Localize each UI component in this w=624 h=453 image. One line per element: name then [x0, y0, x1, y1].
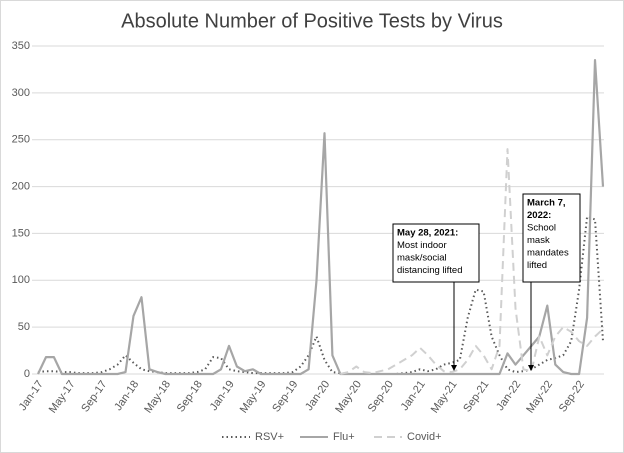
legend-label: Covid+: [407, 431, 442, 443]
y-tick-label: 350: [12, 40, 30, 52]
annotation-text: distancing lifted: [397, 265, 462, 276]
legend-label: Flu+: [333, 431, 355, 443]
annotation-arrowhead: [451, 365, 457, 371]
annotation-heading: 2022:: [527, 210, 551, 221]
annotation-text: School: [527, 223, 556, 234]
chart-title: Absolute Number of Positive Tests by Vir…: [121, 10, 503, 32]
annotation-text: mask/social: [397, 253, 447, 264]
annotation-text: Most indoor: [397, 240, 447, 251]
annotation-text: mask: [527, 235, 550, 246]
y-tick-label: 300: [12, 87, 30, 99]
legend-label: RSV+: [255, 431, 284, 443]
y-tick-label: 200: [12, 180, 30, 192]
series-line: [340, 148, 604, 375]
annotation-heading: March 7,: [527, 198, 566, 209]
y-tick-label: 100: [12, 274, 30, 286]
annotation-text: mandates: [527, 248, 569, 259]
annotation-box: [392, 223, 480, 283]
annotation-arrowhead: [528, 365, 534, 371]
annotation-text: lifted: [527, 260, 547, 271]
y-tick-label: 150: [12, 227, 30, 239]
annotation-box: [522, 193, 581, 283]
series-line: [37, 215, 604, 375]
y-tick-label: 50: [18, 321, 30, 333]
y-tick-label: 250: [12, 134, 30, 146]
y-tick-label: 0: [24, 368, 30, 380]
series-line: [37, 59, 605, 376]
annotation-heading: May 28, 2021:: [397, 228, 458, 239]
